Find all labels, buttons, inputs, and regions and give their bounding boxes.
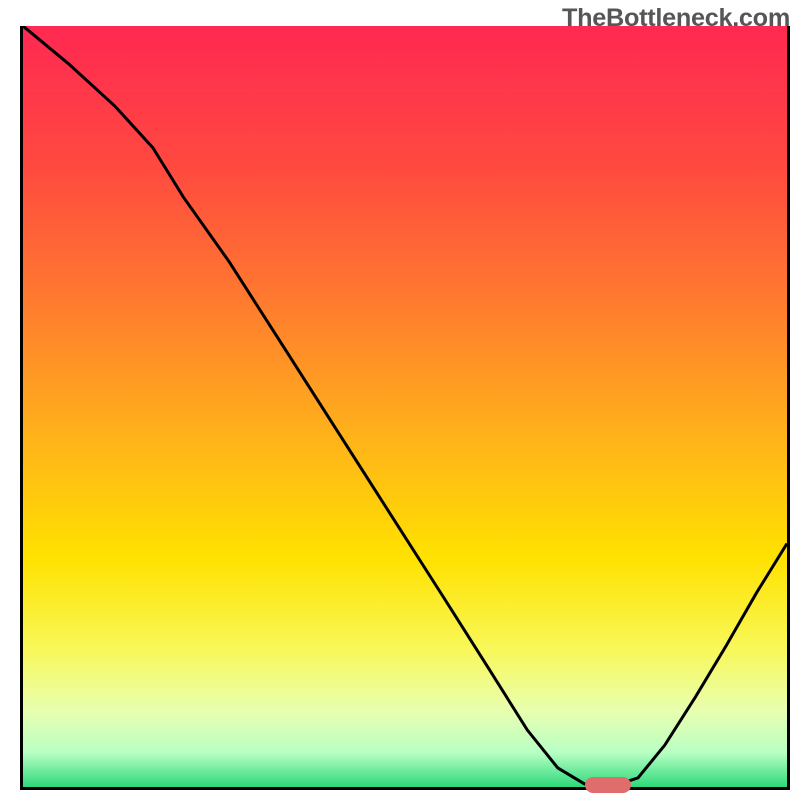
- plot-background: [23, 26, 787, 787]
- plot-area: [20, 26, 790, 790]
- watermark-text: TheBottleneck.com: [562, 4, 790, 33]
- chart-frame: TheBottleneck.com: [0, 0, 800, 800]
- plot-svg: [23, 26, 787, 787]
- optimal-marker: [585, 777, 631, 793]
